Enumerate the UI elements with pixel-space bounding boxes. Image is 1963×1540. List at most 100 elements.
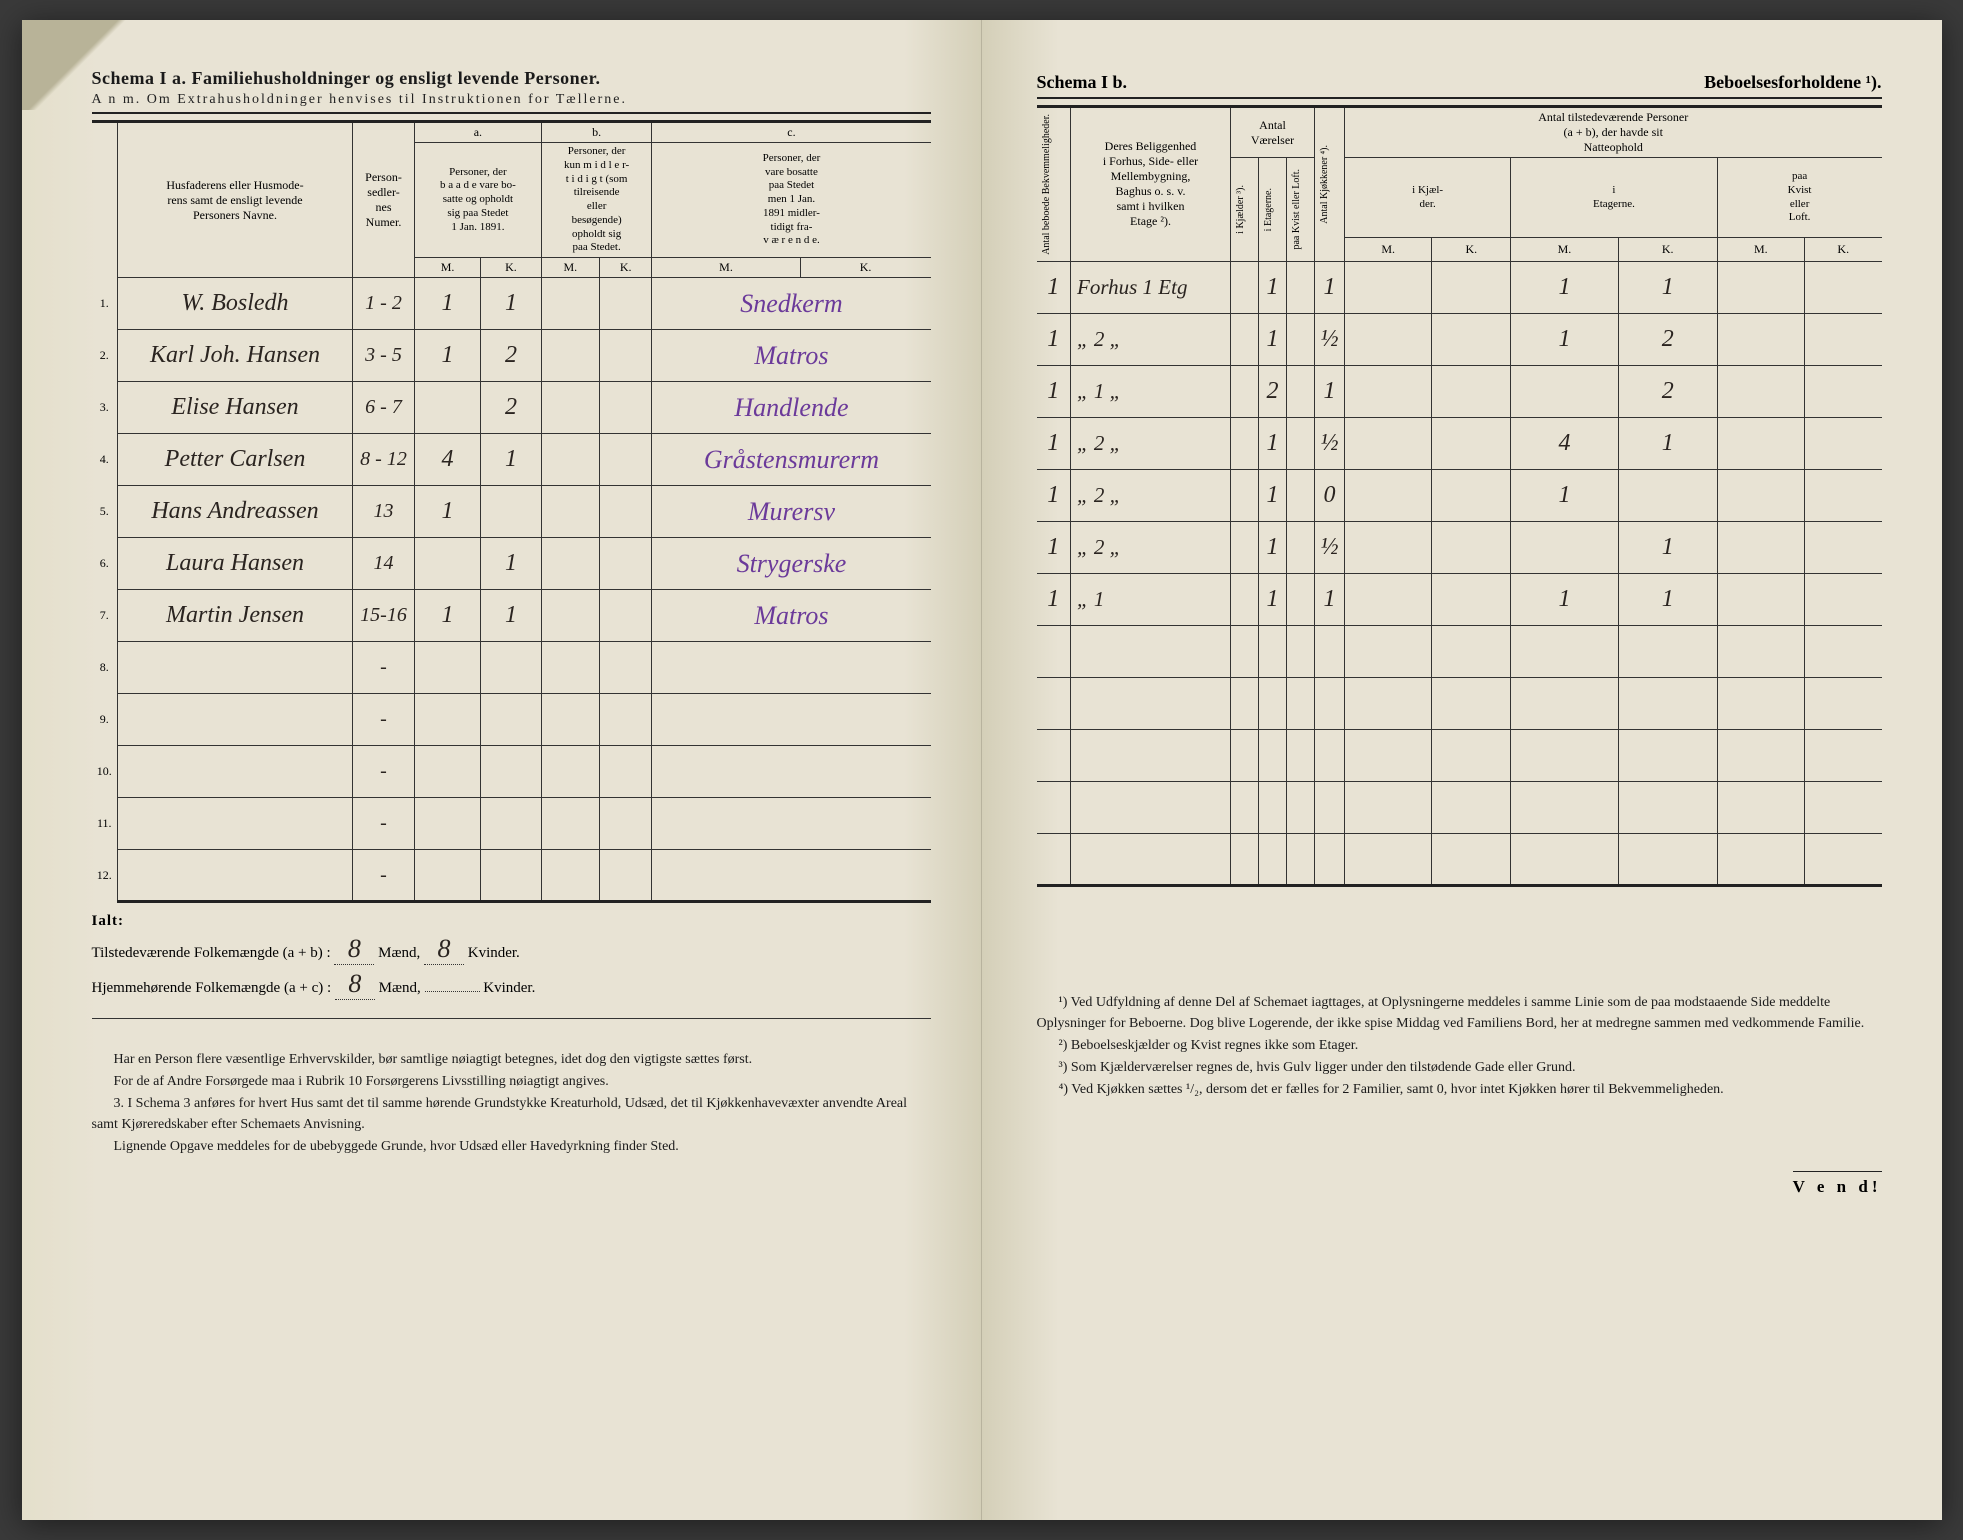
col-antal-v: Antal Værelser: [1231, 107, 1315, 158]
v-et-cell: [1259, 729, 1287, 781]
v-kv-cell: [1287, 573, 1315, 625]
v-kv-cell: [1287, 781, 1315, 833]
b-k-cell: [599, 798, 652, 850]
v-kv-cell: [1287, 313, 1315, 365]
pl-k-cell: [1805, 313, 1882, 365]
table-row: 11.-: [92, 798, 931, 850]
b-m-cell: [541, 590, 599, 642]
pk-m-cell: [1345, 417, 1432, 469]
occupation-cell: [652, 746, 931, 798]
total-ac-k: [425, 991, 480, 992]
v-et-cell: [1259, 833, 1287, 885]
pnum-cell: 14: [353, 538, 415, 590]
occupation-cell: Snedkerm: [652, 278, 931, 330]
foot-r-3: ⁴) Ved Kjøkken sættes ¹/₂, dersom det er…: [1037, 1079, 1882, 1100]
pk-m-cell: [1345, 365, 1432, 417]
belig-cell: „ 2 „: [1071, 521, 1231, 573]
pnum-cell: 8 - 12: [353, 434, 415, 486]
a-k-cell: [481, 746, 542, 798]
pk-m-cell: [1345, 729, 1432, 781]
b-k-cell: [599, 590, 652, 642]
pk-k-cell: [1432, 573, 1511, 625]
occupation-cell: Matros: [652, 330, 931, 382]
pk-k-cell: [1432, 469, 1511, 521]
kjok-cell: [1315, 625, 1345, 677]
v-kj-cell: [1231, 365, 1259, 417]
pe-m-cell: 1: [1511, 573, 1619, 625]
pl-k-cell: [1805, 261, 1882, 313]
table-row: 1Forhus 1 Etg1111: [1037, 261, 1882, 313]
total-ab-m: 8: [334, 934, 374, 965]
pe-k-cell: 1: [1618, 261, 1717, 313]
belig-cell: „ 2 „: [1071, 313, 1231, 365]
col-c-m: M.: [652, 258, 800, 278]
row-number: 11.: [92, 798, 118, 850]
pnum-cell: 1 - 2: [353, 278, 415, 330]
pl-m-cell: [1717, 261, 1804, 313]
a-k-cell: 1: [481, 590, 542, 642]
occupation-cell: Gråstensmurerm: [652, 434, 931, 486]
occupation-cell: Strygerske: [652, 538, 931, 590]
table-row: [1037, 729, 1882, 781]
a-k-cell: [481, 694, 542, 746]
col-householder: Husfaderens eller Husmode- rens samt de …: [118, 122, 353, 278]
pe-k-cell: [1618, 469, 1717, 521]
table-row: 1„ 1 „212: [1037, 365, 1882, 417]
b-m-cell: [541, 278, 599, 330]
kjok-cell: 0: [1315, 469, 1345, 521]
pe-k-cell: 1: [1618, 573, 1717, 625]
pl-m-cell: [1717, 625, 1804, 677]
pe-k-cell: [1618, 677, 1717, 729]
b-m-cell: [541, 434, 599, 486]
table-row: 1„ 2 „1½41: [1037, 417, 1882, 469]
v-et-cell: [1259, 677, 1287, 729]
pe-m-cell: 4: [1511, 417, 1619, 469]
pe-m-cell: [1511, 781, 1619, 833]
pe-k-cell: [1618, 781, 1717, 833]
name-cell: Elise Hansen: [118, 382, 353, 434]
b-m-cell: [541, 798, 599, 850]
v-et-cell: [1259, 625, 1287, 677]
bekv-cell: 1: [1037, 365, 1071, 417]
name-cell: Petter Carlsen: [118, 434, 353, 486]
b-k-cell: [599, 642, 652, 694]
col-c-k: K.: [800, 258, 930, 278]
pk-k-cell: [1432, 417, 1511, 469]
pe-k-cell: 1: [1618, 417, 1717, 469]
pk-k-cell: [1432, 521, 1511, 573]
table-row: [1037, 677, 1882, 729]
bekv-cell: [1037, 781, 1071, 833]
pk-m-cell: [1345, 521, 1432, 573]
v-kj-cell: [1231, 261, 1259, 313]
table-row: 5.Hans Andreassen131Murersv: [92, 486, 931, 538]
pe-m-cell: [1511, 365, 1619, 417]
b-k-cell: [599, 538, 652, 590]
col-belig: Deres Beliggenhed i Forhus, Side- eller …: [1071, 107, 1231, 262]
pl-k-cell: [1805, 781, 1882, 833]
row-number: 4.: [92, 434, 118, 486]
v-kj-cell: [1231, 417, 1259, 469]
pl-m-cell: [1717, 573, 1804, 625]
v-kv-cell: [1287, 625, 1315, 677]
table-row: 10.-: [92, 746, 931, 798]
v-et-cell: 1: [1259, 521, 1287, 573]
pl-k-cell: [1805, 469, 1882, 521]
left-census-table: Husfaderens eller Husmode- rens samt de …: [92, 120, 931, 903]
b-m-cell: [541, 694, 599, 746]
pe-k-cell: [1618, 625, 1717, 677]
pk-m-cell: [1345, 469, 1432, 521]
pl-k-cell: [1805, 521, 1882, 573]
a-m-cell: 1: [415, 330, 481, 382]
col-b-m: M.: [541, 258, 599, 278]
name-cell: Karl Joh. Hansen: [118, 330, 353, 382]
table-row: 9.-: [92, 694, 931, 746]
v-kv-cell: [1287, 677, 1315, 729]
col-kjokken: Antal Kjøkkener ⁴).: [1318, 141, 1331, 228]
v-kv-cell: [1287, 417, 1315, 469]
belig-cell: „ 1 „: [1071, 365, 1231, 417]
pe-m-cell: 1: [1511, 469, 1619, 521]
b-k-cell: [599, 746, 652, 798]
v-kj-cell: [1231, 469, 1259, 521]
pe-k-cell: [1618, 833, 1717, 885]
v-kj-cell: [1231, 833, 1259, 885]
